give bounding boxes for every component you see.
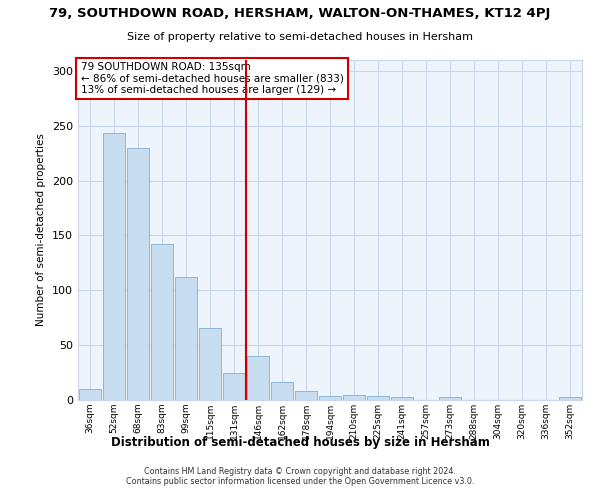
Bar [127, 148, 149, 400]
Bar [79, 389, 101, 400]
Bar [223, 372, 245, 400]
Text: Contains HM Land Registry data © Crown copyright and database right 2024.
Contai: Contains HM Land Registry data © Crown c… [126, 466, 474, 486]
Bar [559, 396, 581, 400]
Bar [343, 394, 365, 400]
Bar [247, 356, 269, 400]
Bar [199, 328, 221, 400]
Text: 79, SOUTHDOWN ROAD, HERSHAM, WALTON-ON-THAMES, KT12 4PJ: 79, SOUTHDOWN ROAD, HERSHAM, WALTON-ON-T… [49, 8, 551, 20]
Bar [367, 396, 389, 400]
Text: Distribution of semi-detached houses by size in Hersham: Distribution of semi-detached houses by … [110, 436, 490, 449]
Bar [271, 382, 293, 400]
Bar [319, 396, 341, 400]
Bar [439, 396, 461, 400]
Bar [391, 396, 413, 400]
Text: 79 SOUTHDOWN ROAD: 135sqm
← 86% of semi-detached houses are smaller (833)
13% of: 79 SOUTHDOWN ROAD: 135sqm ← 86% of semi-… [80, 62, 343, 95]
Bar [151, 244, 173, 400]
Bar [175, 277, 197, 400]
Y-axis label: Number of semi-detached properties: Number of semi-detached properties [37, 134, 46, 326]
Bar [295, 391, 317, 400]
Bar [103, 134, 125, 400]
Text: Size of property relative to semi-detached houses in Hersham: Size of property relative to semi-detach… [127, 32, 473, 42]
